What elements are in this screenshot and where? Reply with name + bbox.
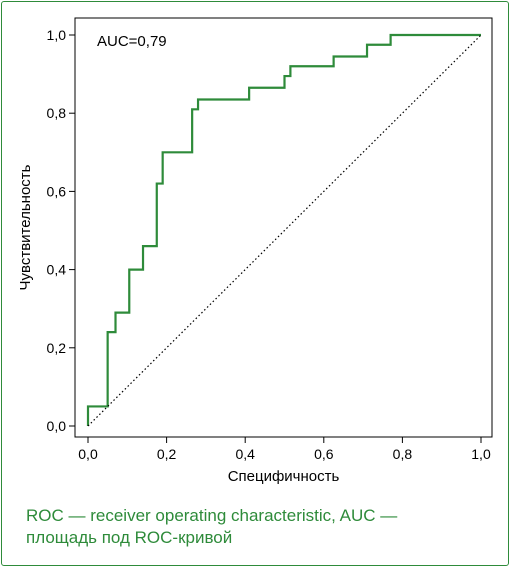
x-tick-label: 1,0 [471,446,491,462]
roc-chart: 0,0 0,2 0,4 0,6 0,8 1,0 0,0 0,2 0,4 0,6 0,8 1,0 AUC… [17,17,493,485]
x-axis-label: Специфичность [228,468,340,485]
reference-diagonal-line [87,34,482,427]
x-tick-label: 0,6 [314,446,334,462]
y-tick-label: 0,4 [47,262,67,278]
caption-line-2: площадь под ROC-кривой [26,528,233,547]
caption-line-1: ROC — receiver operating characteristic,… [26,506,398,525]
y-tick-label: 1,0 [47,27,67,43]
y-tick-label: 0,8 [47,105,67,121]
x-tick-label: 0,4 [235,446,255,462]
plot-area [74,17,493,438]
x-tick-label: 0,0 [78,446,98,462]
roc-curve-line [86,33,481,426]
auc-annotation: AUC=0,79 [97,33,167,50]
y-tick-label: 0,6 [47,183,67,199]
x-tick-label: 0,8 [393,446,413,462]
y-axis-label: Чувствительность [17,164,34,290]
figure-caption: ROC — receiver operating characteristic,… [26,505,496,549]
y-tick-label: 0,0 [47,418,67,434]
x-tick-label: 0,2 [157,446,177,462]
y-tick-label: 0,2 [47,340,67,356]
